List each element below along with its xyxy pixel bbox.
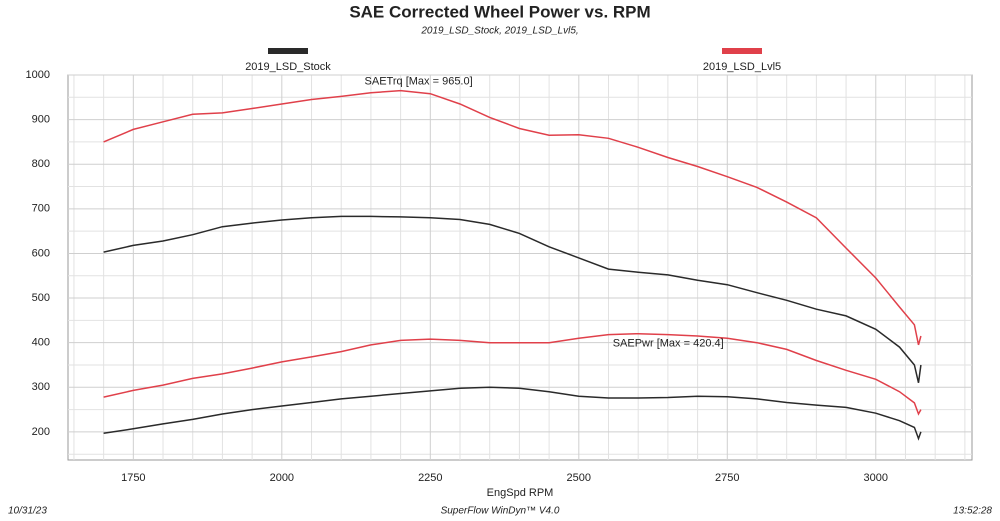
legend-swatch <box>722 48 762 54</box>
x-tick-label: 2000 <box>270 472 294 484</box>
y-tick-label: 200 <box>32 426 50 438</box>
y-tick-label: 900 <box>32 114 50 126</box>
x-axis-label: EngSpd RPM <box>487 487 554 499</box>
x-tick-label: 3000 <box>864 472 888 484</box>
legend-swatch <box>268 48 308 54</box>
footer-date: 10/31/23 <box>8 506 47 517</box>
power-line <box>103 386 922 441</box>
chart-subtitle: 2019_LSD_Stock, 2019_LSD_Lvl5, <box>420 26 578 37</box>
y-tick-label: 400 <box>32 337 50 349</box>
chart-title: SAE Corrected Wheel Power vs. RPM <box>349 2 650 21</box>
x-tick-label: 2750 <box>715 472 739 484</box>
annotation: SAETrq [Max = 965.0] <box>365 76 473 88</box>
x-tick-label: 2500 <box>567 472 591 484</box>
legend-label: 2019_LSD_Stock <box>245 61 331 73</box>
footer-time: 13:52:28 <box>953 506 992 517</box>
power-line <box>103 332 922 416</box>
y-tick-label: 300 <box>32 381 50 393</box>
y-tick-label: 700 <box>32 203 50 215</box>
y-tick-label: 800 <box>32 158 50 170</box>
y-tick-label: 1000 <box>26 69 50 81</box>
torque-line <box>103 89 922 346</box>
legend-label: 2019_LSD_Lvl5 <box>703 61 781 73</box>
footer-software: SuperFlow WinDyn™ V4.0 <box>441 506 560 517</box>
torque-line <box>103 215 922 383</box>
x-tick-label: 2250 <box>418 472 442 484</box>
plot-area <box>67 74 973 461</box>
y-tick-label: 500 <box>32 292 50 304</box>
x-tick-label: 1750 <box>121 472 145 484</box>
annotation: SAEPwr [Max = 420.4] <box>613 337 724 349</box>
y-tick-label: 600 <box>32 247 50 259</box>
